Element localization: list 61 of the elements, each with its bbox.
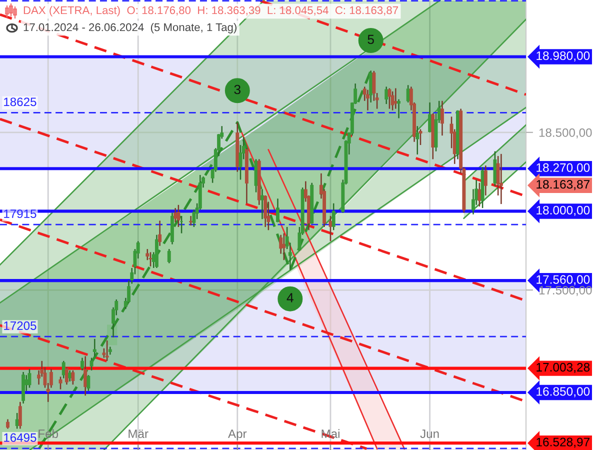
- candlestick: [282, 232, 286, 261]
- candlestick: [90, 357, 94, 372]
- ref-line-label: 16.528,97: [536, 438, 590, 448]
- text: DAX (XETRA, Last) O: 18.176,80 H: 18.363,39 L: 18.045,54 C: 18.163,87: [24, 6, 398, 16]
- ref-line-label: 18.980,00: [536, 51, 590, 62]
- x-tick-label: Jun: [420, 430, 439, 438]
- candlestick: [158, 220, 162, 247]
- candlestick: [189, 215, 193, 226]
- text: 17.01.2024 - 26.06.2024 (5 Monate, 1 Tag): [24, 23, 236, 34]
- candlestick: [71, 370, 75, 386]
- candlestick: [328, 215, 332, 242]
- candlestick: [105, 340, 109, 362]
- candlestick: [62, 360, 66, 379]
- annotation: 5: [368, 34, 374, 44]
- candlestick: [416, 125, 420, 156]
- candlestick: [174, 207, 178, 223]
- candlestick: [484, 164, 488, 196]
- candlestick: [397, 98, 400, 119]
- candlestick: [64, 366, 68, 386]
- candlestick: [84, 356, 88, 396]
- candlestick: [493, 150, 497, 187]
- candlestick: [394, 88, 398, 110]
- y-tick-label: 17.500,00: [539, 286, 592, 296]
- candlestick: [68, 370, 72, 382]
- candlestick: [176, 204, 180, 228]
- x-tick-label: Apr: [228, 430, 247, 440]
- annotation: 18.163,87: [536, 180, 590, 190]
- candlestick: [167, 248, 171, 264]
- candlestick: [148, 252, 152, 267]
- candlestick: [18, 401, 22, 430]
- ref-line-label: 17.560,00: [536, 275, 590, 286]
- candlestick: [332, 202, 336, 231]
- ref-line-label: 18.270,00: [536, 163, 590, 174]
- candlestick: [366, 89, 370, 111]
- ref-line-label: 18.000,00: [536, 206, 590, 216]
- candlestick: [388, 88, 392, 110]
- ref-line-label: 16.850,00: [536, 387, 590, 398]
- ref-line-label: 17.003,28: [536, 362, 590, 374]
- y-tick-label: 18.500,00: [539, 128, 592, 138]
- candlestick: [6, 418, 10, 430]
- candlestick: [440, 100, 444, 136]
- candlestick: [384, 86, 388, 105]
- candlestick: [58, 376, 62, 390]
- candlestick: [264, 194, 268, 228]
- candlestick: [80, 357, 84, 372]
- candlestick: [276, 198, 280, 223]
- ref-line-label: 17205: [4, 321, 36, 330]
- annotation: 3: [234, 84, 240, 94]
- ref-line-label: 16495: [4, 433, 36, 442]
- annotation: 4: [286, 293, 294, 302]
- ref-line-label: 17915: [4, 209, 36, 218]
- candlestick: [390, 90, 394, 111]
- candlestick: [499, 153, 503, 205]
- x-tick-label: Mai: [322, 429, 340, 438]
- x-tick-label: Mär: [128, 430, 148, 438]
- candlestick: [92, 338, 96, 357]
- candlestick: [478, 182, 482, 208]
- ref-line-label: 18625: [4, 98, 36, 106]
- candlestick: [418, 128, 422, 146]
- line-series: [38, 69, 372, 450]
- candlestick: [86, 374, 90, 392]
